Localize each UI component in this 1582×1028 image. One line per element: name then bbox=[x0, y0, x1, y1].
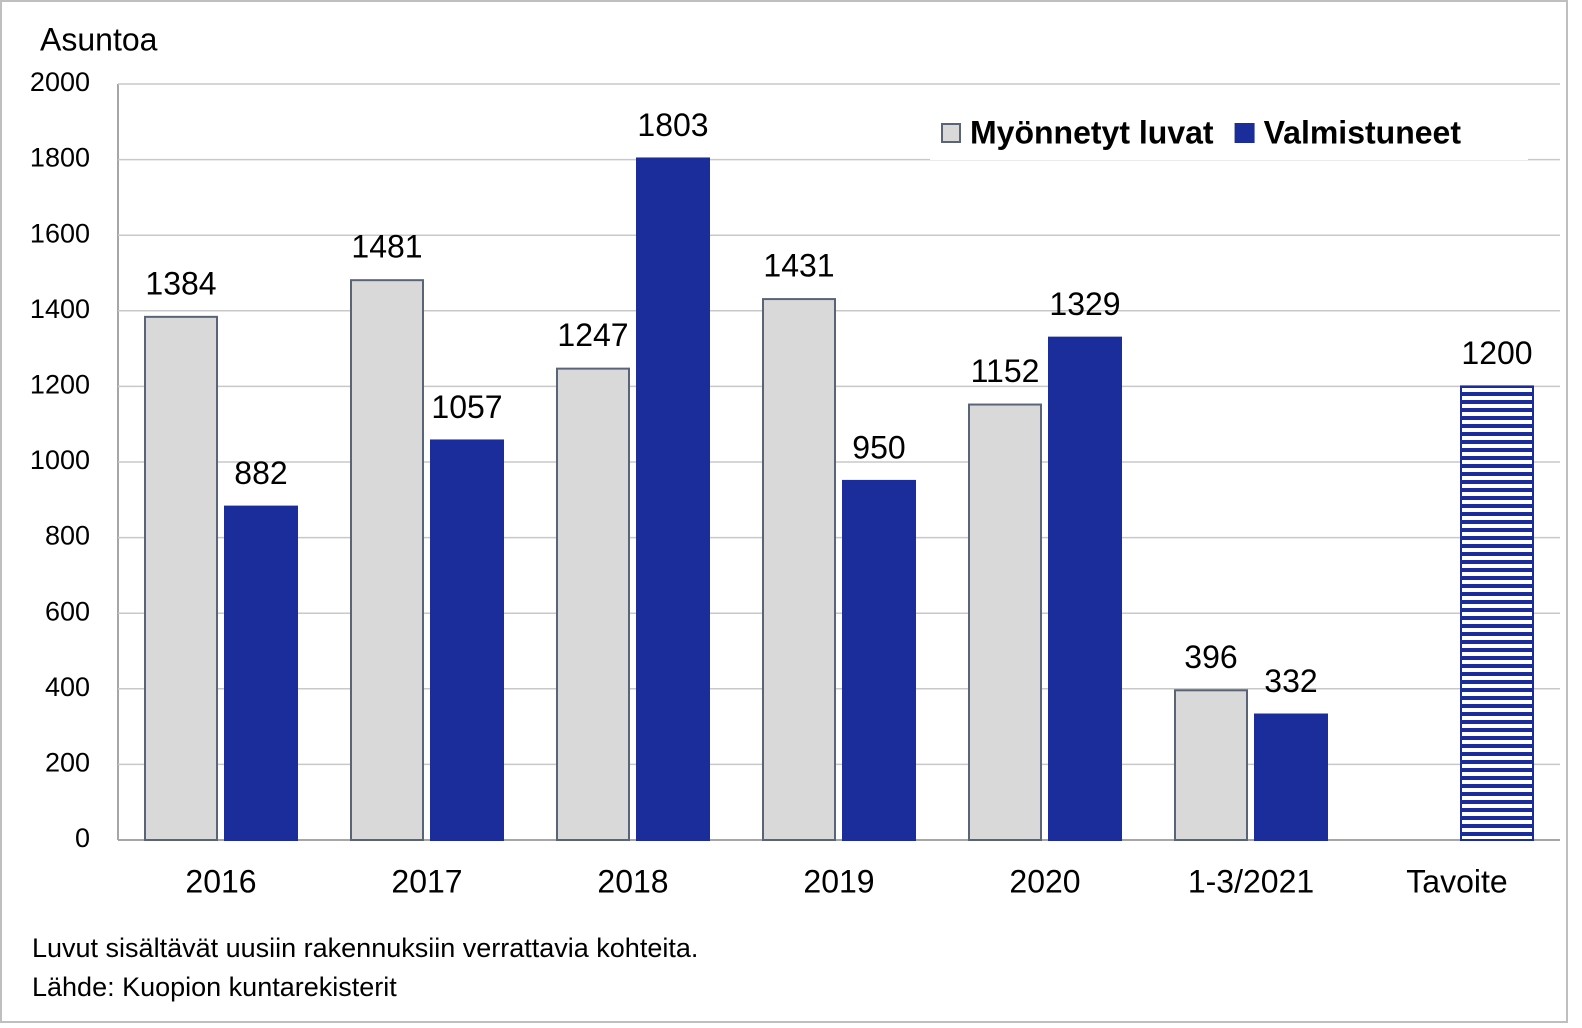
x-tick-label: 2016 bbox=[185, 863, 256, 899]
y-tick-label: 200 bbox=[45, 748, 90, 778]
y-tick-label: 2000 bbox=[30, 67, 90, 97]
y-tick-label: 400 bbox=[45, 672, 90, 702]
y-tick-label: 1600 bbox=[30, 218, 90, 248]
bar bbox=[350, 279, 424, 841]
data-label: 882 bbox=[234, 455, 287, 491]
bar bbox=[144, 315, 218, 841]
data-label: 396 bbox=[1184, 639, 1237, 675]
y-tick-label: 1000 bbox=[30, 445, 90, 475]
bar bbox=[1048, 336, 1122, 841]
legend-swatch bbox=[941, 123, 961, 143]
x-tick-label: 2019 bbox=[803, 863, 874, 899]
data-label: 1803 bbox=[637, 107, 708, 143]
data-label: 1200 bbox=[1461, 335, 1532, 371]
x-tick-label: Tavoite bbox=[1406, 863, 1507, 899]
y-axis-label: Asuntoa bbox=[40, 21, 158, 57]
bar bbox=[636, 157, 710, 841]
bar bbox=[1174, 689, 1248, 842]
data-label: 1152 bbox=[971, 353, 1040, 389]
data-label: 1057 bbox=[431, 389, 502, 425]
bar bbox=[968, 403, 1042, 841]
bar bbox=[762, 298, 836, 842]
bar bbox=[556, 367, 630, 841]
y-tick-label: 600 bbox=[45, 596, 90, 626]
y-tick-label: 1800 bbox=[30, 143, 90, 173]
y-tick-label: 800 bbox=[45, 521, 90, 551]
bar bbox=[430, 439, 504, 841]
data-label: 332 bbox=[1264, 663, 1317, 699]
data-label: 1329 bbox=[1049, 286, 1120, 322]
data-label: 1247 bbox=[557, 317, 628, 353]
x-tick-label: 2020 bbox=[1009, 863, 1080, 899]
bar bbox=[1254, 713, 1328, 842]
note: Luvut sisältävät uusiin rakennuksiin ver… bbox=[32, 933, 698, 963]
data-label: 1481 bbox=[351, 229, 422, 265]
x-tick-label: 2018 bbox=[597, 863, 668, 899]
x-tick-label: 2017 bbox=[391, 863, 462, 899]
x-tick-label: 1-3/2021 bbox=[1188, 863, 1314, 899]
y-tick-label: 0 bbox=[75, 823, 90, 853]
note: Lähde: Kuopion kuntarekisterit bbox=[32, 972, 397, 1002]
legend-label: Valmistuneet bbox=[1264, 114, 1462, 150]
y-tick-label: 1400 bbox=[30, 294, 90, 324]
bar bbox=[842, 479, 916, 841]
data-label: 950 bbox=[852, 429, 905, 465]
y-tick-label: 1200 bbox=[30, 370, 90, 400]
bar bbox=[1460, 385, 1534, 841]
data-label: 1384 bbox=[145, 265, 216, 301]
legend-label: Myönnetyt luvat bbox=[970, 114, 1214, 150]
legend-box bbox=[930, 108, 1528, 160]
legend-swatch bbox=[1234, 123, 1255, 143]
bar bbox=[224, 505, 298, 841]
data-label: 1431 bbox=[763, 248, 834, 284]
